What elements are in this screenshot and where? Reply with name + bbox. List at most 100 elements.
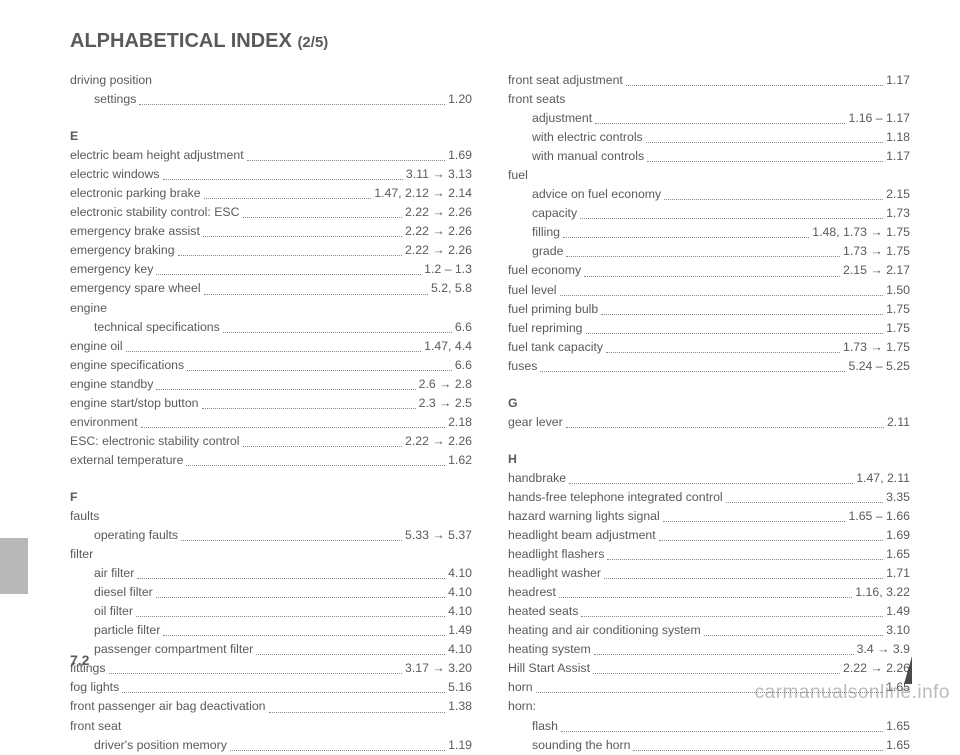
entry-label: driver's position memory (70, 736, 227, 755)
leader-dots (223, 318, 452, 333)
entry-ref: 4.10 (448, 640, 472, 659)
entry-label: electric windows (70, 165, 160, 184)
entry-label: engine standby (70, 375, 153, 394)
leader-dots (186, 451, 445, 466)
entry-label: with manual controls (508, 147, 644, 166)
leader-dots (659, 526, 883, 541)
entry-label: Hill Start Assist (508, 659, 590, 678)
entry-ref: 1.65 (886, 717, 910, 736)
leader-dots (595, 109, 845, 124)
entry-ref: 2.18 (448, 413, 472, 432)
left-column: driving positionsettings 1.20Eelectric b… (70, 71, 472, 755)
leader-dots (204, 279, 428, 294)
index-entry: fuses 5.24 – 5.25 (508, 357, 910, 376)
entry-ref: 1.47, 4.4 (424, 337, 472, 356)
index-heading: engine (70, 299, 472, 318)
entry-label: electric beam height adjustment (70, 146, 244, 165)
index-entry: engine oil 1.47, 4.4 (70, 337, 472, 356)
leader-dots (606, 338, 840, 353)
index-entry: emergency braking 2.22 → 2.26 (70, 241, 472, 260)
section-letter: E (70, 127, 472, 146)
entry-ref: 6.6 (455, 318, 472, 337)
entry-label: fuel priming bulb (508, 300, 598, 319)
entry-label: air filter (70, 564, 134, 583)
leader-dots (626, 71, 883, 86)
spacer (508, 432, 910, 440)
entry-label: fuel tank capacity (508, 338, 603, 357)
leader-dots (647, 147, 883, 162)
index-entry: Hill Start Assist 2.22 → 2.26 (508, 659, 910, 678)
index-entry: gear lever 2.11 (508, 413, 910, 432)
entry-ref: 2.6 → 2.8 (419, 375, 472, 394)
entry-ref: 3.11 → 3.13 (406, 165, 472, 184)
entry-ref: 2.22 → 2.26 (843, 659, 910, 678)
leader-dots (601, 300, 883, 315)
entry-label: grade (508, 242, 563, 261)
entry-ref: 1.16, 3.22 (855, 583, 910, 602)
leader-dots (563, 223, 809, 238)
entry-label: engine oil (70, 337, 123, 356)
entry-label: with electric controls (508, 128, 643, 147)
index-entry: emergency spare wheel 5.2, 5.8 (70, 279, 472, 298)
entry-label: engine specifications (70, 356, 184, 375)
index-entry: with manual controls 1.17 (508, 147, 910, 166)
leader-dots (141, 413, 445, 428)
right-column: front seat adjustment 1.17front seatsadj… (508, 71, 910, 755)
page-number: 7.2 (70, 652, 89, 668)
index-heading: front seats (508, 90, 910, 109)
index-entry: headlight washer 1.71 (508, 564, 910, 583)
leader-dots (187, 356, 452, 371)
entry-ref: 2.15 (886, 185, 910, 204)
corner-mark (904, 656, 912, 684)
title-sub: (2/5) (297, 34, 328, 51)
index-entry: fog lights 5.16 (70, 678, 472, 697)
index-entry: front seat adjustment 1.17 (508, 71, 910, 90)
leader-dots (256, 640, 445, 655)
entry-ref: 1.75 (886, 300, 910, 319)
entry-label: headlight flashers (508, 545, 604, 564)
entry-ref: 3.35 (886, 488, 910, 507)
leader-dots (137, 564, 445, 579)
entry-ref: 6.6 (455, 356, 472, 375)
index-entry: headlight beam adjustment 1.69 (508, 526, 910, 545)
entry-label: fuel economy (508, 261, 581, 280)
leader-dots (569, 469, 853, 484)
entry-label: diesel filter (70, 583, 153, 602)
entry-ref: 1.73 (886, 204, 910, 223)
entry-label: oil filter (70, 602, 133, 621)
leader-dots (243, 432, 403, 447)
entry-label: front passenger air bag deactivation (70, 697, 266, 716)
entry-label: front seat adjustment (508, 71, 623, 90)
entry-label: external temperature (70, 451, 183, 470)
entry-label: hands-free telephone integrated control (508, 488, 723, 507)
entry-label: sounding the horn (508, 736, 630, 755)
index-entry: external temperature 1.62 (70, 451, 472, 470)
index-entry: grade 1.73 → 1.75 (508, 242, 910, 261)
index-entry: hazard warning lights signal 1.65 – 1.66 (508, 507, 910, 526)
entry-ref: 1.73 → 1.75 (843, 338, 910, 357)
leader-dots (203, 222, 402, 237)
section-letter: G (508, 394, 910, 413)
leader-dots (139, 90, 445, 105)
entry-ref: 2.11 (887, 413, 910, 432)
leader-dots (178, 241, 402, 256)
entry-ref: 1.48, 1.73 → 1.75 (812, 223, 910, 242)
entry-label: passenger compartment filter (70, 640, 253, 659)
entry-label: heating system (508, 640, 591, 659)
leader-dots (202, 394, 416, 409)
entry-label: filling (508, 223, 560, 242)
index-entry: fittings 3.17 → 3.20 (70, 659, 472, 678)
leader-dots (269, 697, 446, 712)
entry-label: adjustment (508, 109, 592, 128)
leader-dots (230, 736, 445, 751)
entry-ref: 5.2, 5.8 (431, 279, 472, 298)
index-entry: filling 1.48, 1.73 → 1.75 (508, 223, 910, 242)
leader-dots (561, 717, 883, 732)
entry-ref: 2.22 → 2.26 (405, 203, 472, 222)
entry-label: emergency braking (70, 241, 175, 260)
entry-ref: 5.24 – 5.25 (848, 357, 910, 376)
entry-ref: 3.10 (886, 621, 910, 640)
entry-ref: 1.73 → 1.75 (843, 242, 910, 261)
entry-ref: 1.2 – 1.3 (424, 260, 472, 279)
index-heading: faults (70, 507, 472, 526)
